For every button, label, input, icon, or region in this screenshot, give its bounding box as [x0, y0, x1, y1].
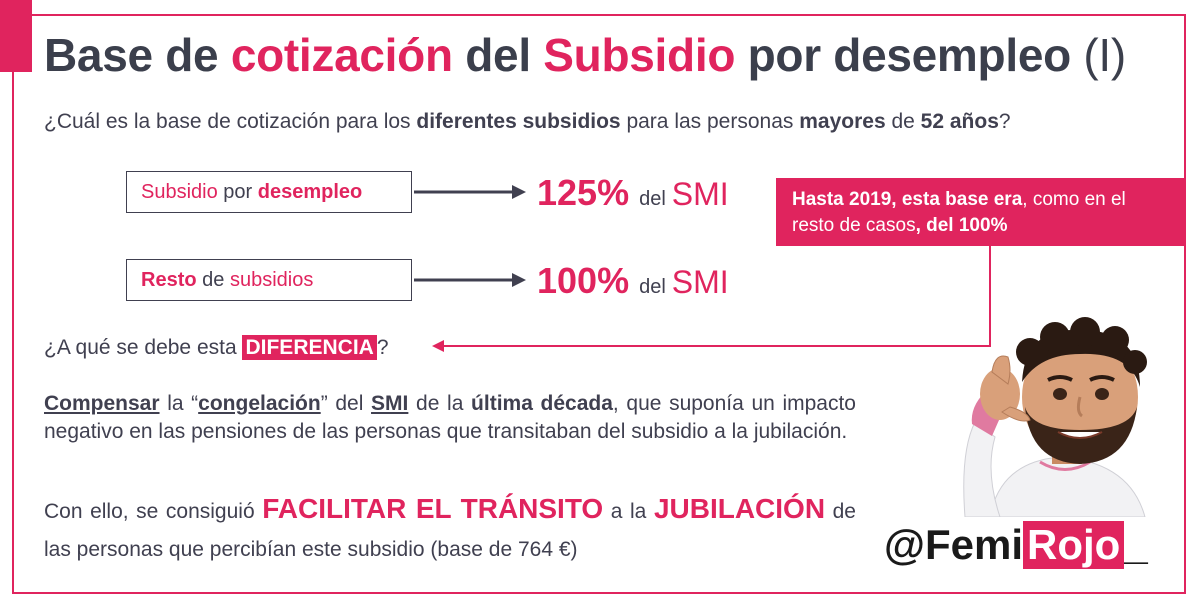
box-subsidio-desempleo: Subsidio por desempleo [126, 171, 412, 213]
arrow-right-icon [414, 185, 526, 199]
why-question: ¿A qué se debe esta DIFERENCIA? [44, 335, 389, 360]
percentage-desempleo: 125% del SMI [537, 172, 729, 213]
author-handle: @ Femi Rojo _ [884, 521, 1148, 569]
connector-arrow-icon [432, 246, 991, 352]
callout-box: Hasta 2019, esta base era, como en el re… [776, 178, 1186, 246]
box-resto-subsidios: Resto de subsidios [126, 259, 412, 301]
diferencia-highlight: DIFERENCIA [242, 335, 377, 360]
corner-accent [0, 0, 32, 72]
conclusion-paragraph: Con ello, se consiguió FACILITAR EL TRÁN… [44, 493, 856, 561]
intro-question: ¿Cuál es la base de cotización para los … [44, 110, 1011, 133]
slide-frame [12, 14, 1186, 594]
explanation-paragraph: Compensar la “congelación” del SMI de la… [44, 392, 856, 443]
page-title: Base de cotización del Subsidio por dese… [44, 29, 1126, 81]
arrow-right-icon [414, 273, 526, 287]
memoji-avatar-icon [963, 317, 1147, 517]
percentage-resto: 100% del SMI [537, 260, 729, 301]
